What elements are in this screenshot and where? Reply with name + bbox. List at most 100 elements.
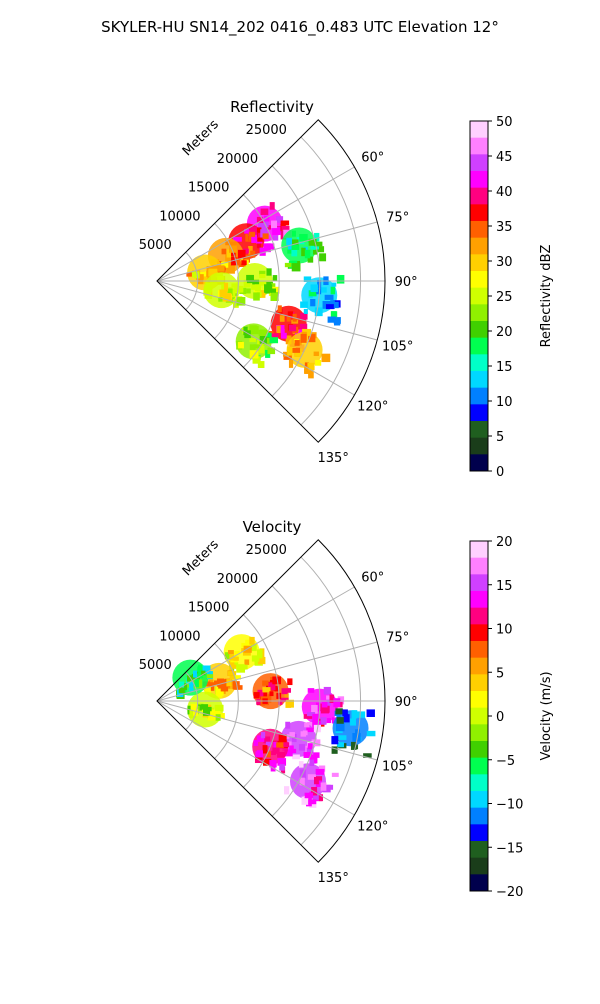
azimuth-tick-label: 120°: [357, 400, 388, 415]
echo-pixel: [331, 746, 338, 754]
echo-pixel: [335, 708, 343, 715]
echo-pixel: [287, 244, 295, 253]
echo-pixel: [308, 799, 317, 805]
echo-pixel: [316, 288, 322, 295]
echo-pixel: [307, 362, 315, 371]
echo-pixel: [197, 666, 206, 673]
echo-pixel: [248, 231, 256, 241]
colorbar-tick-label: 50: [496, 115, 513, 130]
echo-pixel: [308, 334, 316, 343]
echo-pixel: [284, 749, 293, 757]
echo-pixel: [205, 282, 211, 289]
echo-pixel: [336, 742, 345, 748]
echo-pixel: [363, 753, 372, 758]
echo-pixel: [251, 236, 258, 243]
colorbar-swatch: [470, 171, 488, 189]
echo-pixel: [237, 249, 246, 259]
echo-pixel: [271, 220, 278, 229]
echo-pixel: [233, 656, 239, 661]
echo-pixel: [292, 239, 299, 245]
echo-pixel: [286, 237, 292, 246]
echo-pixel: [309, 759, 315, 767]
echo-pixel: [337, 696, 345, 705]
echo-pixel: [273, 741, 278, 751]
echo-pixel: [299, 323, 308, 332]
echo-pixel: [278, 734, 287, 744]
echo-pixel: [298, 744, 306, 751]
azimuth-tick-label: 75°: [386, 211, 409, 226]
echo-pixel: [248, 246, 253, 255]
colorbar-label: Reflectivity dBZ: [539, 245, 554, 348]
echo-pixel: [251, 655, 260, 662]
colorbar-tick-label: 0: [496, 465, 504, 480]
echo-pixel: [263, 736, 271, 744]
azimuth-gridline: [156, 166, 355, 282]
echo-pixel: [312, 713, 320, 723]
azimuth-tick-label: 90°: [395, 275, 418, 290]
echo-pixel: [313, 752, 320, 758]
echo-pixel: [253, 292, 260, 301]
echo-pixel: [266, 751, 271, 758]
echo-pixel: [256, 735, 265, 742]
colorbar-swatch: [470, 137, 488, 155]
colorbar-swatch: [470, 791, 488, 809]
azimuth-gridline: [156, 221, 378, 282]
echo-pixel: [224, 282, 229, 292]
range-tick-label: 10000: [159, 629, 200, 644]
azimuth-tick-label: 105°: [382, 759, 413, 774]
echo-pixel: [289, 745, 294, 750]
range-tick-label: 5000: [139, 238, 172, 253]
echo-pixel: [318, 765, 326, 772]
echo-pixel: [287, 311, 294, 317]
echo-pixel: [285, 700, 292, 708]
echo-pixel: [280, 220, 290, 226]
colorbar-swatch: [470, 557, 488, 575]
echo-pixel: [291, 244, 300, 250]
echo-pixel: [288, 359, 294, 368]
colorbar-tick-label: 5: [496, 430, 504, 445]
echo-pixel: [325, 304, 334, 310]
echo-pixel: [336, 274, 345, 284]
echo-pixel: [272, 676, 282, 685]
echo-pixel: [253, 740, 259, 746]
echo-pixel: [336, 713, 341, 720]
colorbar-swatch: [470, 421, 488, 439]
echo-pixel: [307, 774, 316, 780]
echo-pixel: [225, 254, 233, 263]
echo-pixel: [284, 734, 290, 739]
echo-pixel: [315, 246, 325, 253]
colorbar-swatch: [470, 437, 488, 455]
echo-pixel: [271, 333, 279, 338]
echo-pixel: [265, 286, 270, 294]
reflectivity-polar-plot: 5000 10000 15000 20000 25000 Meters 60° 75° 90° 1…: [139, 117, 418, 466]
sector-frame: [156, 539, 386, 863]
echo-pixel: [278, 700, 283, 705]
echo-pixel: [307, 712, 316, 717]
echo-pixel: [250, 643, 257, 652]
echo-pixel: [272, 226, 281, 235]
azimuth-gridline: [156, 280, 378, 341]
echo-pixel: [307, 256, 314, 263]
echo-pixel: [254, 284, 261, 292]
echo-pixel: [254, 237, 263, 242]
echo-pixel: [241, 664, 248, 670]
echo-pixel: [249, 226, 257, 235]
range-tick-label: 15000: [188, 601, 229, 616]
echo-pixel: [335, 722, 345, 732]
sector-frame: [156, 119, 386, 443]
echo-pixel: [256, 216, 263, 224]
echo-pixel: [259, 273, 266, 279]
colorbar-swatch: [470, 857, 488, 875]
colorbar-tick-label: 10: [496, 395, 513, 410]
echo-pixel: [272, 747, 280, 754]
echo-pixel: [234, 285, 244, 293]
echo-pixel: [352, 733, 361, 742]
colorbar-tick-label: 20: [496, 325, 513, 340]
colorbar-tick-label: −15: [496, 841, 523, 856]
echo-pixel: [330, 311, 337, 319]
range-tick-label: 10000: [159, 209, 200, 224]
azimuth-tick-label: 120°: [357, 820, 388, 835]
colorbar-swatch: [470, 691, 488, 709]
echo-pixel: [313, 351, 319, 356]
range-tick-label: 15000: [188, 181, 229, 196]
